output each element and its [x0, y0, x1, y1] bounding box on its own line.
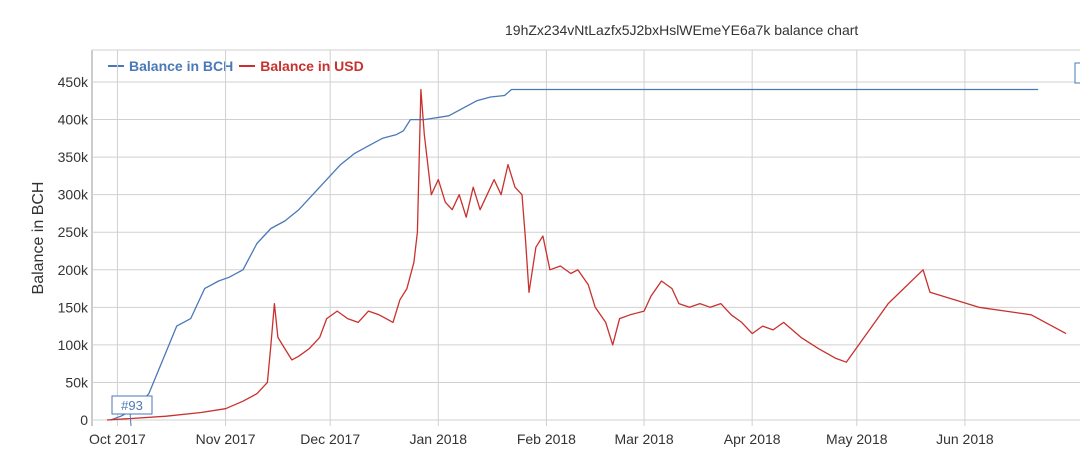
y-tick-label: 150k — [58, 299, 89, 315]
y-tick-label: 350k — [58, 149, 89, 165]
y-tick-label: 50k — [65, 374, 89, 390]
y-tick-label: 200k — [58, 262, 89, 278]
x-tick-label: Feb 2018 — [517, 431, 576, 447]
edge-marker-box[interactable] — [1074, 62, 1080, 84]
legend-item-bch[interactable]: Balance in BCH — [108, 58, 233, 74]
legend-label-usd: Balance in USD — [260, 58, 364, 74]
legend-swatch-bch — [108, 65, 124, 67]
y-tick-label: 0 — [80, 412, 88, 428]
annotation-box[interactable] — [111, 395, 153, 415]
annotation-label: #93 — [121, 398, 143, 413]
y-tick-label: 250k — [58, 224, 89, 240]
x-tick-label: Nov 2017 — [196, 431, 256, 447]
x-tick-label: Mar 2018 — [614, 431, 673, 447]
legend-swatch-usd — [239, 65, 256, 67]
y-tick-label: 450k — [58, 74, 89, 90]
x-tick-label: Dec 2017 — [300, 431, 360, 447]
x-tick-label: Jan 2018 — [409, 431, 467, 447]
y-axis-title: Balance in BCH — [30, 182, 47, 295]
legend-item-usd[interactable]: Balance in USD — [239, 58, 364, 74]
chart-legend: Balance in BCH Balance in USD — [108, 58, 364, 74]
series-line-usd — [106, 88, 1067, 421]
x-tick-label: Oct 2017 — [89, 431, 146, 447]
x-tick-label: Apr 2018 — [724, 431, 781, 447]
x-tick-label: Jun 2018 — [936, 431, 994, 447]
series-line-bch — [110, 88, 1039, 421]
chart-title: 19hZx234vNtLazfx5J2bxHslWEmeYE6a7k balan… — [505, 22, 859, 38]
y-tick-label: 400k — [58, 112, 89, 128]
y-tick-label: 100k — [58, 337, 89, 353]
y-tick-label: 300k — [58, 187, 89, 203]
legend-label-bch: Balance in BCH — [129, 58, 234, 74]
x-tick-label: May 2018 — [826, 431, 888, 447]
